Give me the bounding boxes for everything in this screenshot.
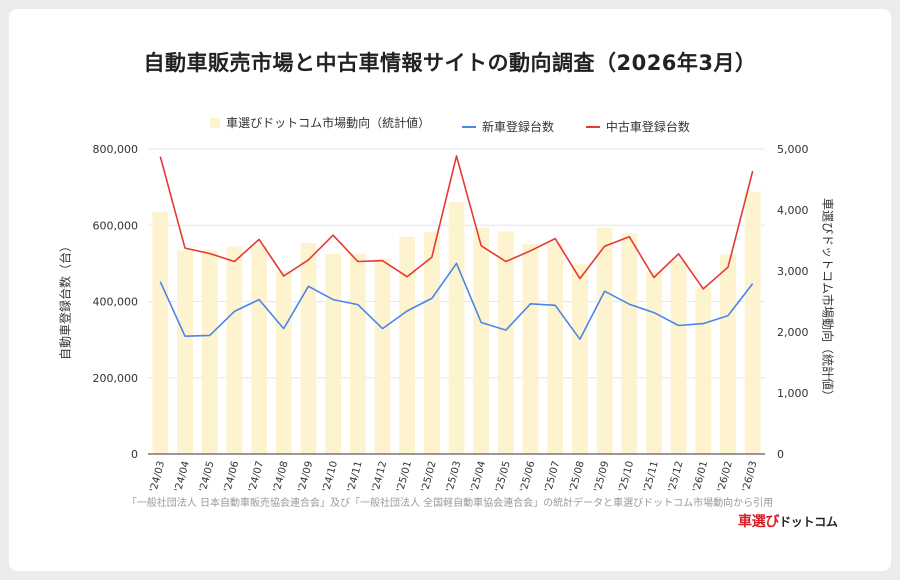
x-tick-label: '26/01 <box>691 460 710 493</box>
x-tick-label: '24/04 <box>173 460 192 493</box>
x-tick-label: '24/09 <box>297 460 316 493</box>
bar-index <box>670 260 687 454</box>
x-tick-label: '25/10 <box>617 460 636 493</box>
bar-index <box>201 250 218 454</box>
bar-index <box>325 253 341 454</box>
x-tick-label: '25/05 <box>494 460 513 493</box>
legend-label-used: 中古車登録台数 <box>605 120 690 134</box>
legend-label-new: 新車登録台数 <box>481 120 554 134</box>
y-left-tick-label: 800,000 <box>93 143 139 156</box>
bar-index <box>646 271 662 454</box>
y-right-tick-label: 1,000 <box>777 387 809 400</box>
line-used-registrations <box>159 155 754 290</box>
chart-title: 自動車販売市場と中古車情報サイトの動向調査（2026年3月） <box>143 51 757 75</box>
bar-index <box>720 254 736 454</box>
x-tick-label: '24/03 <box>148 460 167 493</box>
brand-logo: 車選びドットコム <box>738 511 838 531</box>
bar-index <box>177 250 193 454</box>
x-tick-label: '25/03 <box>445 460 464 493</box>
x-tick-label: '25/01 <box>395 460 414 493</box>
x-tick-label: '24/11 <box>346 460 365 493</box>
x-tick-label: '24/10 <box>321 460 340 493</box>
bar-index <box>596 227 613 454</box>
bar-index <box>399 236 416 454</box>
legend-item-index: 車選びドットコム市場動向（統計値） <box>210 114 430 131</box>
y-right-tick-label: 2,000 <box>777 326 809 339</box>
legend-swatch-index <box>210 117 221 128</box>
x-tick-label: '25/07 <box>543 460 562 493</box>
bar-index <box>300 242 317 454</box>
y-left-tick-label: 400,000 <box>93 296 139 309</box>
y-right-tick-label: 3,000 <box>777 265 809 278</box>
bar-index <box>251 245 267 454</box>
x-tick-label: '25/06 <box>519 460 538 493</box>
y-right-tick-label: 5,000 <box>777 143 809 156</box>
source-footnote: 「一般社団法人 日本自動車販売協会連合会」及び「一般社団法人 全国軽自動車協会連… <box>126 498 774 509</box>
bar-index <box>744 191 761 454</box>
line-new-registrations <box>159 262 754 341</box>
bar-index <box>695 286 712 454</box>
x-tick-label: '25/11 <box>642 460 661 493</box>
x-tick-label: '24/05 <box>198 460 217 493</box>
logo-part-2: ドットコム <box>779 515 838 529</box>
legend-item-used: 中古車登録台数 <box>585 118 690 135</box>
y-left-tick-label: 200,000 <box>93 372 139 385</box>
x-tick-label: '25/09 <box>593 460 612 493</box>
legend-swatch-new <box>461 125 476 128</box>
x-tick-label: '26/03 <box>741 460 760 493</box>
bar-index <box>522 244 539 454</box>
legend: 車選びドットコム市場動向（統計値） 新車登録台数 中古車登録台数 <box>0 114 900 135</box>
bar-index <box>349 253 366 454</box>
bar-index <box>497 231 514 454</box>
bar-index <box>374 258 391 454</box>
bar-index <box>572 264 588 454</box>
bar-index <box>621 233 638 454</box>
x-tick-label: '25/08 <box>568 460 587 493</box>
legend-item-new: 新車登録台数 <box>461 118 554 135</box>
x-tick-label: '24/06 <box>222 460 241 493</box>
x-tick-label: '24/08 <box>272 460 291 493</box>
y-left-tick-label: 600,000 <box>93 219 139 232</box>
x-tick-label: '24/07 <box>247 460 266 493</box>
x-tick-label: '25/04 <box>469 460 488 493</box>
legend-label-index: 車選びドットコム市場動向（統計値） <box>226 116 431 130</box>
x-tick-label: '26/02 <box>716 460 735 493</box>
legend-swatch-used <box>585 125 600 128</box>
y-right-tick-label: 0 <box>777 448 784 461</box>
x-tick-label: '24/12 <box>371 460 390 493</box>
x-tick-label: '25/12 <box>667 460 686 493</box>
bar-index <box>473 227 490 454</box>
y-right-tick-label: 4,000 <box>777 204 809 217</box>
bar-index <box>275 271 292 454</box>
bar-index <box>152 211 169 454</box>
bar-index <box>547 242 564 454</box>
x-tick-label: '25/02 <box>420 460 439 493</box>
logo-part-1: 車選び <box>738 514 780 530</box>
bar-index <box>448 202 465 454</box>
bar-index <box>226 246 243 454</box>
y-left-tick-label: 0 <box>131 448 138 461</box>
bar-index <box>423 231 440 454</box>
